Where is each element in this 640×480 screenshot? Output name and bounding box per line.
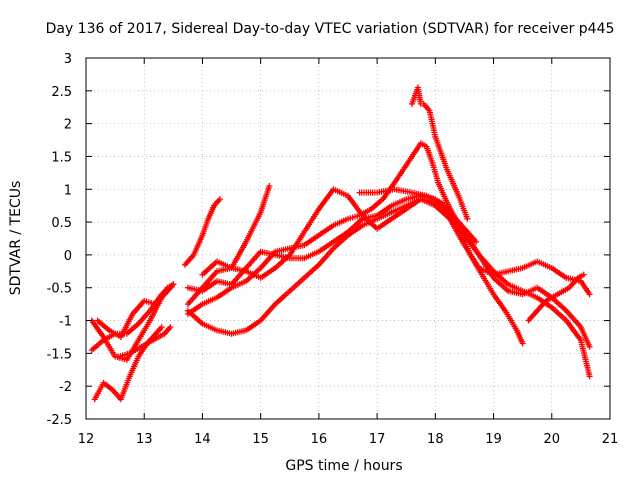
- series-track-6: [182, 196, 223, 268]
- x-tick-label: 14: [194, 432, 211, 447]
- plus-markers: [199, 186, 593, 298]
- plus-markers: [184, 140, 526, 347]
- y-tick-label: 3: [64, 52, 72, 67]
- y-tick-label: -2: [59, 380, 72, 395]
- x-tick-label: 19: [485, 432, 502, 447]
- x-tick-label: 17: [369, 432, 386, 447]
- x-tick-label: 20: [544, 432, 561, 447]
- y-tick-label: -2.5: [47, 413, 72, 428]
- y-tick-label: 2: [64, 118, 72, 133]
- chart-title: Day 136 of 2017, Sidereal Day-to-day VTE…: [46, 21, 615, 37]
- x-tick-label: 13: [136, 432, 153, 447]
- x-tick-labels: 12 13 14 15 16 17 18 19 20 21: [78, 432, 619, 447]
- plus-markers: [94, 281, 177, 340]
- y-tick-labels: -2.5 -2 -1.5 -1 -0.5 0 0.5 1 1.5 2 2.5 3: [47, 52, 72, 428]
- x-tick-label: 18: [427, 432, 444, 447]
- series-track-13: [409, 84, 471, 222]
- series-track-8: [184, 140, 526, 347]
- x-tick-label: 15: [252, 432, 269, 447]
- plus-markers: [409, 84, 471, 222]
- axis-ticks: [85, 57, 611, 420]
- series-track-12: [356, 186, 480, 245]
- x-tick-label: 21: [602, 432, 619, 447]
- grid-lines: [86, 58, 610, 419]
- x-tick-label: 16: [311, 432, 328, 447]
- y-axis-title: SDTVAR / TECUs: [8, 181, 24, 296]
- y-tick-label: -0.5: [47, 282, 72, 297]
- series-track-11: [199, 186, 593, 298]
- plus-markers: [115, 324, 174, 360]
- y-tick-label: 1.5: [51, 150, 72, 165]
- x-tick-label: 12: [78, 432, 95, 447]
- y-tick-label: 2.5: [51, 85, 72, 100]
- x-axis-title: GPS time / hours: [285, 458, 402, 474]
- series-track-14: [525, 271, 587, 324]
- series-track-4: [115, 324, 174, 360]
- data-series: [88, 84, 593, 403]
- plot-frame: [85, 57, 611, 420]
- y-tick-label: 0: [64, 249, 72, 264]
- y-tick-label: 0.5: [51, 216, 72, 231]
- plus-markers: [182, 196, 223, 268]
- plus-markers: [356, 186, 480, 245]
- series-track-5: [94, 281, 177, 340]
- plus-markers: [525, 271, 587, 324]
- y-tick-label: 1: [64, 183, 72, 198]
- y-tick-label: -1: [59, 315, 72, 330]
- y-tick-label: -1.5: [47, 347, 72, 362]
